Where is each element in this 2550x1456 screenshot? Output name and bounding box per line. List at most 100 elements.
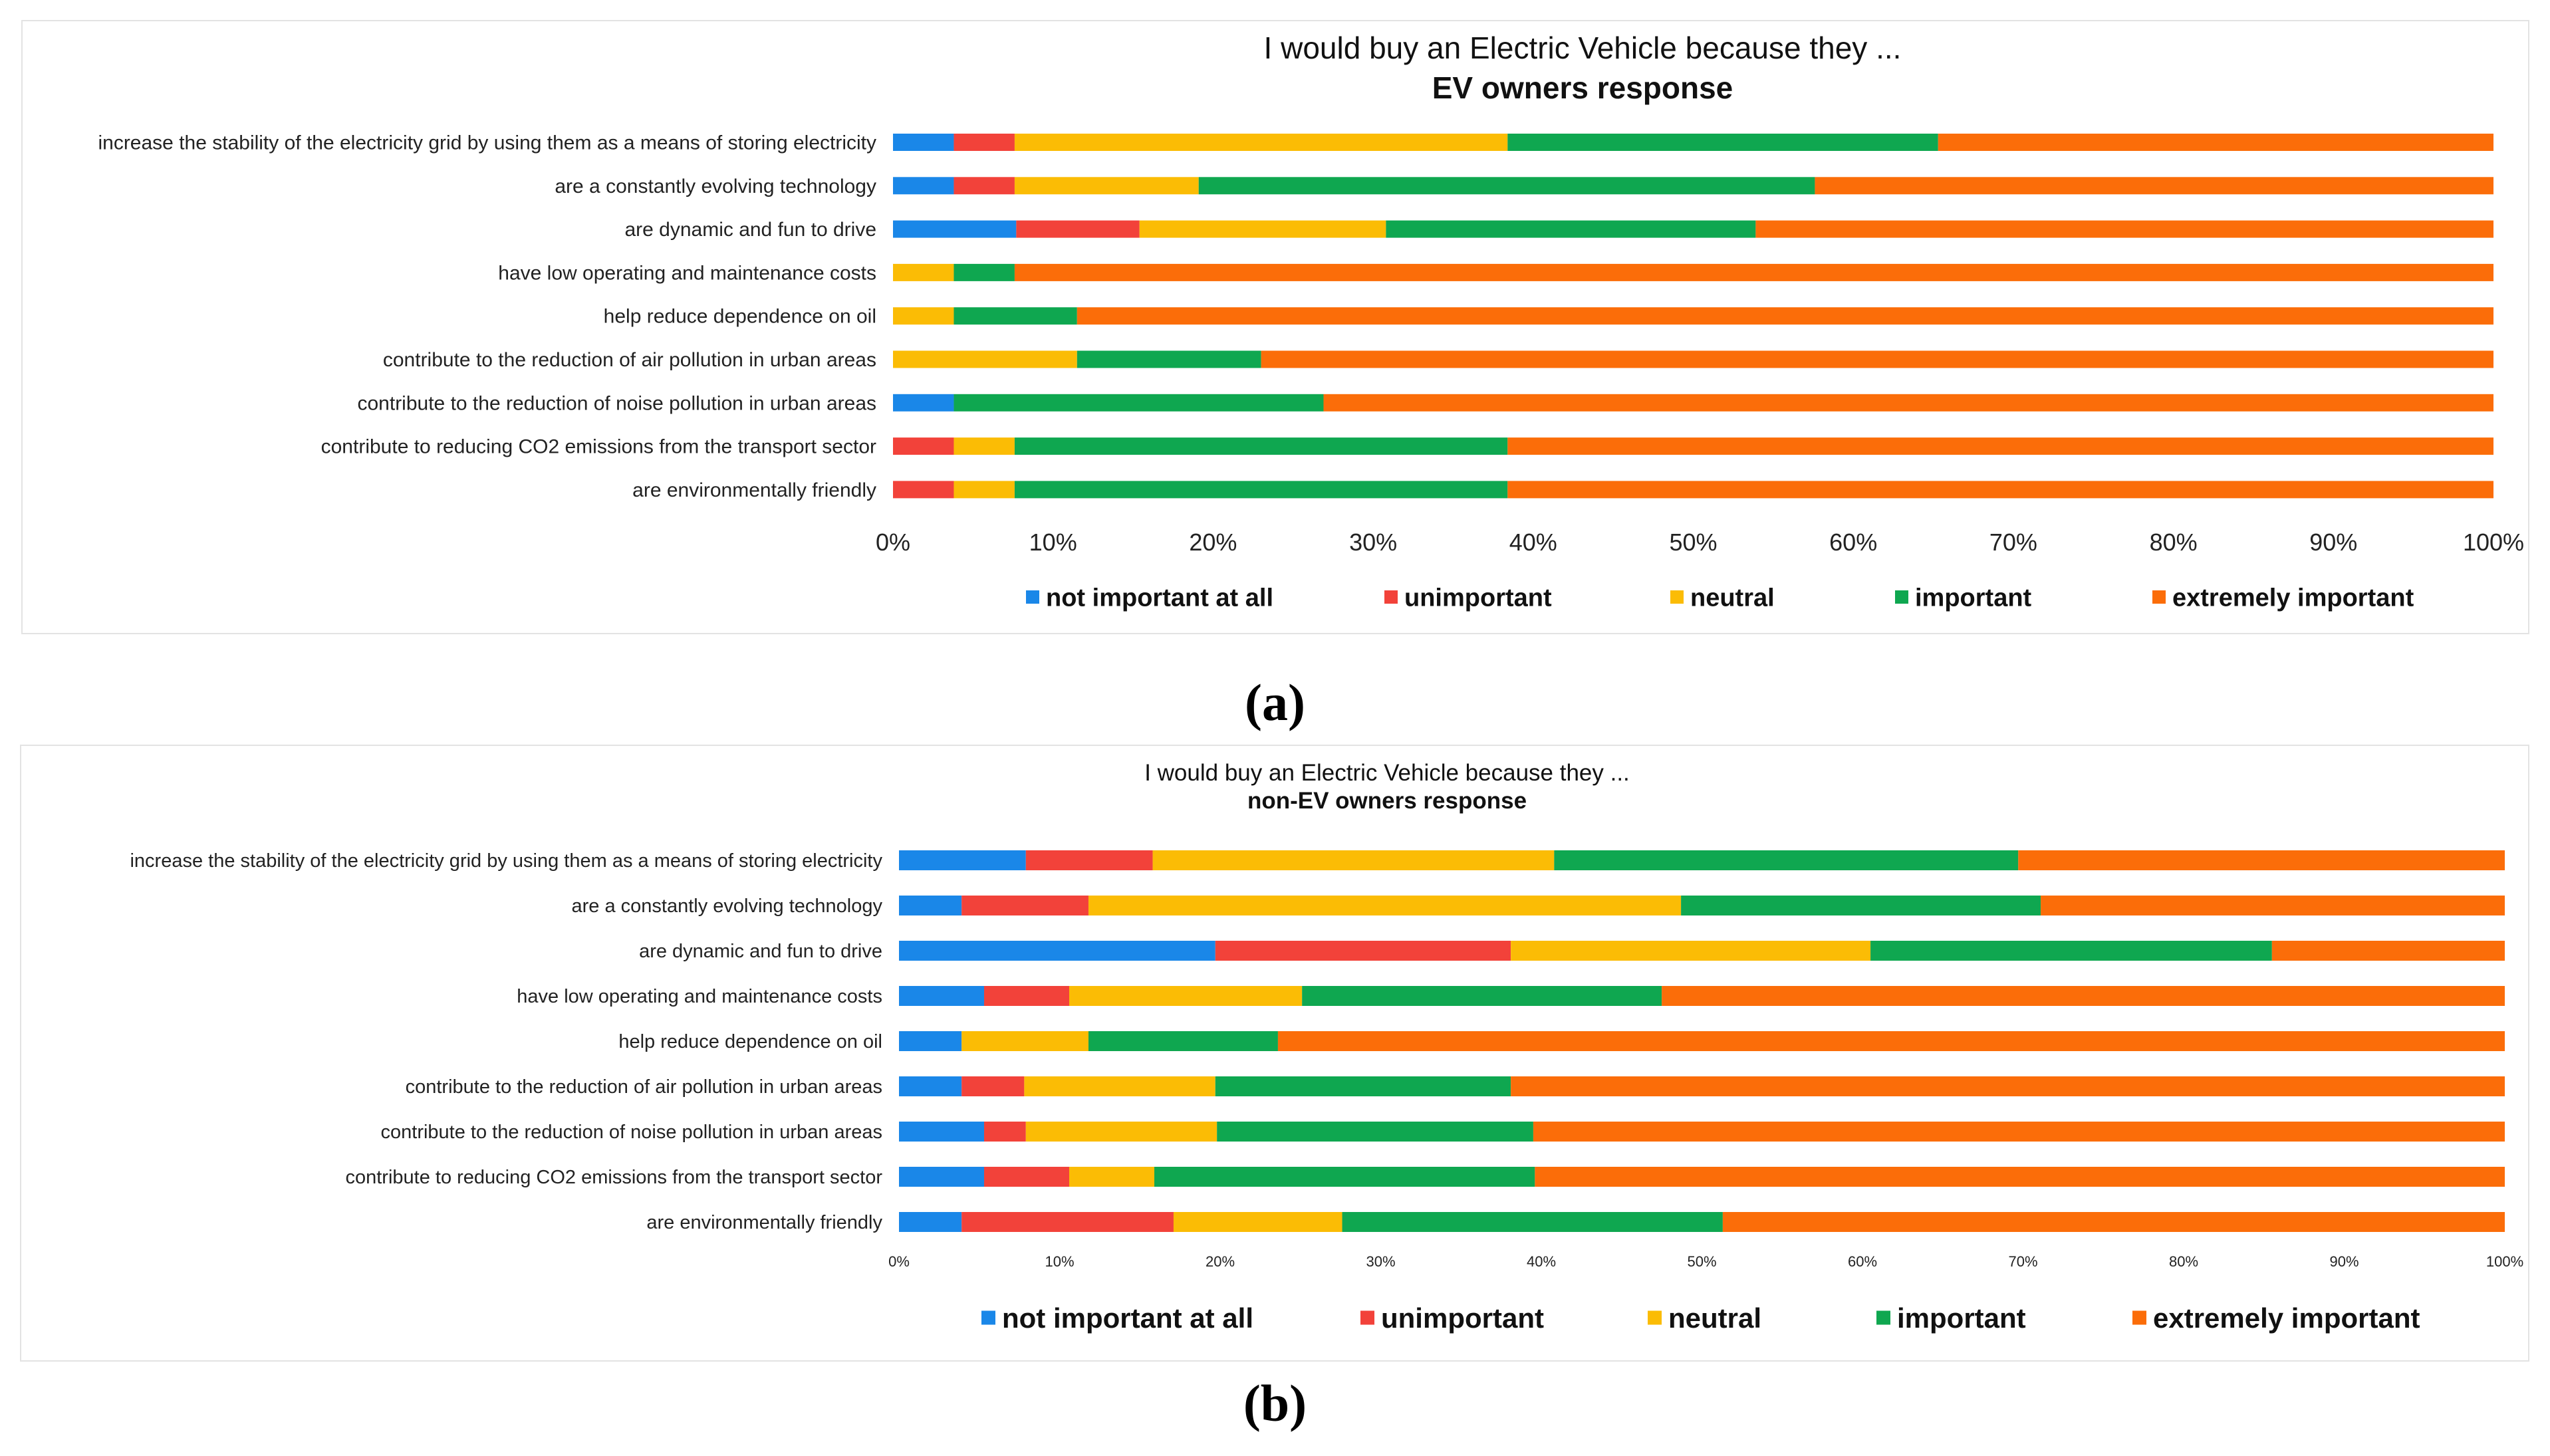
bar-segment [954, 481, 1015, 499]
bar-segment [2018, 850, 2505, 870]
legend-label: important [1915, 584, 2032, 612]
bar-segment [893, 307, 954, 325]
bar-segment [1014, 437, 1508, 455]
caption-b: (b) [1243, 1374, 1307, 1432]
x-tick-label: 0% [888, 1253, 910, 1270]
bar-segment [893, 350, 1077, 368]
chart-panel-ev-owners [21, 20, 2529, 634]
category-label: help reduce dependence on oil [618, 1031, 882, 1052]
category-label: help reduce dependence on oil [604, 306, 876, 328]
x-tick-label: 70% [2008, 1253, 2037, 1270]
category-label: are environmentally friendly [646, 1212, 882, 1233]
legend-label: extremely important [2172, 584, 2414, 612]
bar-segment [1302, 986, 1662, 1006]
bar-segment [1511, 1076, 2505, 1096]
bar-segment [893, 263, 954, 281]
bar-segment [954, 263, 1015, 281]
bar-segment [1386, 220, 1756, 238]
bar-segment [1755, 220, 2493, 238]
chart-subtitle: EV owners response [1432, 70, 1733, 105]
bar-segment [899, 1122, 984, 1142]
bar-segment [1014, 177, 1199, 195]
x-tick-label: 90% [2309, 529, 2357, 556]
category-label: are a constantly evolving technology [555, 176, 876, 197]
bar-segment [1139, 220, 1386, 238]
category-label: contribute to the reduction of noise pol… [381, 1122, 883, 1143]
legend-swatch [1384, 590, 1398, 604]
bar-segment [899, 1076, 962, 1096]
x-tick-label: 100% [2463, 529, 2524, 556]
bar-segment [893, 134, 954, 151]
x-tick-label: 80% [2169, 1253, 2198, 1270]
bar-segment [1025, 1122, 1217, 1142]
bar-segment [954, 177, 1015, 195]
legend-swatch [981, 1310, 995, 1325]
x-tick-label: 80% [2150, 529, 2198, 556]
bar-segment [1323, 394, 2493, 412]
bar-segment [1217, 1122, 1533, 1142]
category-label: increase the stability of the electricit… [98, 132, 876, 154]
bar-segment [961, 1076, 1025, 1096]
bar-segment [1014, 263, 2493, 281]
x-tick-label: 100% [2486, 1253, 2523, 1270]
legend-swatch [2132, 1310, 2146, 1325]
legend-swatch [1670, 590, 1684, 604]
x-tick-label: 40% [1509, 529, 1557, 556]
legend-swatch [2152, 590, 2166, 604]
legend-label: unimportant [1404, 584, 1552, 612]
category-label: contribute to the reduction of air pollu… [406, 1076, 882, 1098]
category-label: are a constantly evolving technology [571, 896, 882, 917]
category-label: increase the stability of the electricit… [130, 850, 882, 872]
bar-segment [1277, 1031, 2505, 1051]
x-tick-label: 50% [1669, 529, 1717, 556]
bar-segment [893, 177, 954, 195]
bar-segment [1077, 350, 1261, 368]
x-tick-label: 40% [1527, 1253, 1556, 1270]
legend-swatch [1876, 1310, 1890, 1325]
bar-segment [983, 1122, 1026, 1142]
bar-segment [1152, 850, 1555, 870]
x-tick-label: 50% [1687, 1253, 1716, 1270]
bar-segment [1016, 220, 1140, 238]
bar-segment [954, 437, 1015, 455]
legend-label: neutral [1690, 584, 1775, 612]
category-label: have low operating and maintenance costs [498, 262, 876, 284]
bar-segment [954, 307, 1077, 325]
bar-segment [954, 394, 1324, 412]
bar-segment [1938, 134, 2493, 151]
legend-label: not important at all [1002, 1302, 1253, 1334]
bar-segment [961, 1212, 1174, 1232]
bar-segment [899, 1212, 962, 1232]
x-tick-label: 70% [1989, 529, 2037, 556]
legend-label: unimportant [1381, 1302, 1544, 1334]
x-tick-label: 90% [2329, 1253, 2359, 1270]
bar-segment [1342, 1212, 1723, 1232]
category-label: contribute to the reduction of noise pol… [357, 392, 876, 414]
legend-swatch [1360, 1310, 1374, 1325]
bar-segment [1069, 986, 1303, 1006]
bar-segment [1507, 134, 1938, 151]
bar-segment [1077, 307, 2493, 325]
caption-a: (a) [1245, 673, 1305, 731]
legend-label: important [1897, 1302, 2026, 1334]
bar-segment [2041, 896, 2505, 915]
bar-segment [1681, 896, 2041, 915]
bar-segment [893, 481, 954, 499]
bar-segment [1535, 1167, 2505, 1187]
category-label: contribute to reducing CO2 emissions fro… [321, 436, 876, 458]
bar-segment [2271, 941, 2505, 961]
bar-segment [1662, 986, 2505, 1006]
x-tick-label: 60% [1848, 1253, 1877, 1270]
bar-segment [899, 850, 1026, 870]
bar-segment [1154, 1167, 1535, 1187]
bar-segment [1533, 1122, 2505, 1142]
legend-swatch [1648, 1310, 1662, 1325]
x-tick-label: 20% [1189, 529, 1237, 556]
chart-title: I would buy an Electric Vehicle because … [1264, 31, 1902, 65]
bar-segment [961, 896, 1088, 915]
category-label: are dynamic and fun to drive [639, 941, 882, 962]
x-tick-label: 30% [1349, 529, 1397, 556]
bar-segment [899, 1167, 984, 1187]
bar-segment [961, 1031, 1088, 1051]
bar-segment [1014, 134, 1508, 151]
